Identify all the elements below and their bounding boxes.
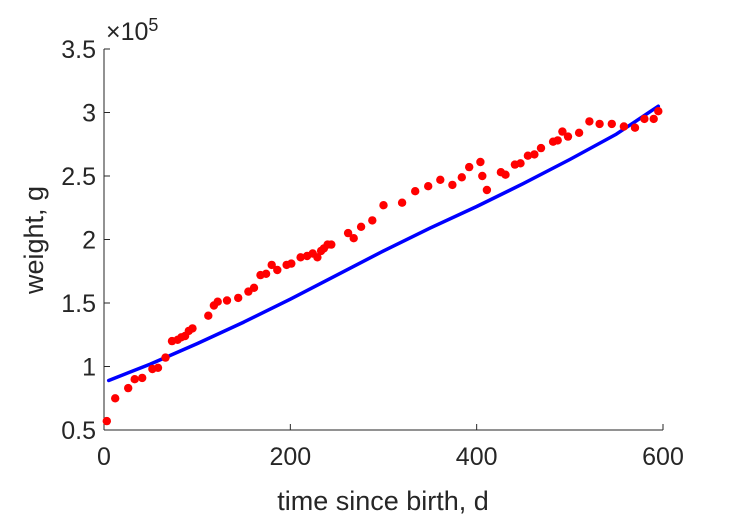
y-axis-label: weight, g — [19, 186, 49, 295]
data-point — [640, 114, 649, 124]
data-point — [411, 187, 420, 196]
x-tick-label: 400 — [456, 443, 498, 471]
data-point — [273, 265, 282, 275]
data-point — [313, 253, 322, 262]
data-point — [368, 216, 377, 225]
y-tick-label: 1 — [82, 354, 96, 382]
y-tick-label: 0.5 — [61, 417, 96, 445]
y-exponent-label: ×105 — [106, 15, 158, 46]
data-point — [607, 119, 616, 129]
data-point — [161, 353, 170, 362]
data-point — [436, 175, 445, 184]
data-point — [356, 222, 366, 231]
data-point — [130, 375, 139, 384]
data-point — [630, 123, 640, 132]
data-point — [523, 151, 533, 160]
x-ticks: 0 200 400 600 — [97, 424, 684, 471]
data-point — [397, 198, 407, 207]
data-point — [261, 269, 271, 278]
data-point — [558, 127, 567, 136]
data-point — [516, 159, 525, 168]
y-tick-label: 2.5 — [61, 163, 96, 191]
data-point — [536, 143, 546, 153]
data-point — [530, 150, 539, 159]
data-point — [424, 182, 433, 191]
data-point — [563, 132, 573, 141]
x-tick-label: 200 — [269, 443, 311, 471]
data-point — [654, 107, 663, 116]
data-point — [349, 234, 358, 243]
y-tick-label: 1.5 — [61, 290, 96, 318]
data-point — [574, 128, 584, 137]
data-point — [465, 162, 474, 172]
data-point — [476, 157, 485, 167]
fit-line — [106, 104, 661, 383]
data-point — [585, 117, 594, 126]
data-point — [649, 114, 658, 124]
data-point — [267, 260, 276, 270]
data-point — [595, 119, 604, 129]
data-point — [327, 240, 336, 249]
y-exponent-prefix: ×10 — [106, 18, 148, 46]
data-point — [287, 259, 296, 268]
data-point — [379, 201, 388, 210]
series-layer — [102, 104, 663, 426]
data-point — [188, 324, 197, 333]
data-point — [138, 373, 147, 383]
x-tick-label: 0 — [97, 443, 111, 471]
data-point — [448, 180, 457, 190]
y-tick-label: 3.5 — [61, 36, 96, 64]
data-point — [213, 297, 222, 306]
y-tick-label: 2 — [82, 227, 96, 255]
data-point — [296, 253, 305, 262]
data-point — [249, 283, 259, 292]
data-point — [619, 122, 629, 131]
data-point — [204, 311, 213, 320]
data-point — [501, 170, 510, 179]
axes — [103, 49, 663, 431]
data-point — [222, 296, 232, 305]
data-point — [124, 383, 133, 393]
data-point — [102, 416, 112, 426]
data-point — [482, 185, 492, 195]
y-tick-label: 3 — [82, 100, 96, 128]
data-point — [478, 171, 487, 181]
data-point — [153, 363, 163, 372]
y-ticks: 0.5 1 1.5 2 2.5 3 3.5 — [61, 36, 110, 445]
y-exponent-power: 5 — [148, 15, 158, 35]
x-tick-label: 600 — [642, 443, 684, 471]
data-point — [234, 293, 243, 303]
data-point — [343, 228, 353, 238]
data-point — [457, 173, 466, 182]
data-point — [553, 136, 562, 145]
x-axis-label: time since birth, d — [277, 486, 489, 516]
data-point — [111, 394, 120, 403]
